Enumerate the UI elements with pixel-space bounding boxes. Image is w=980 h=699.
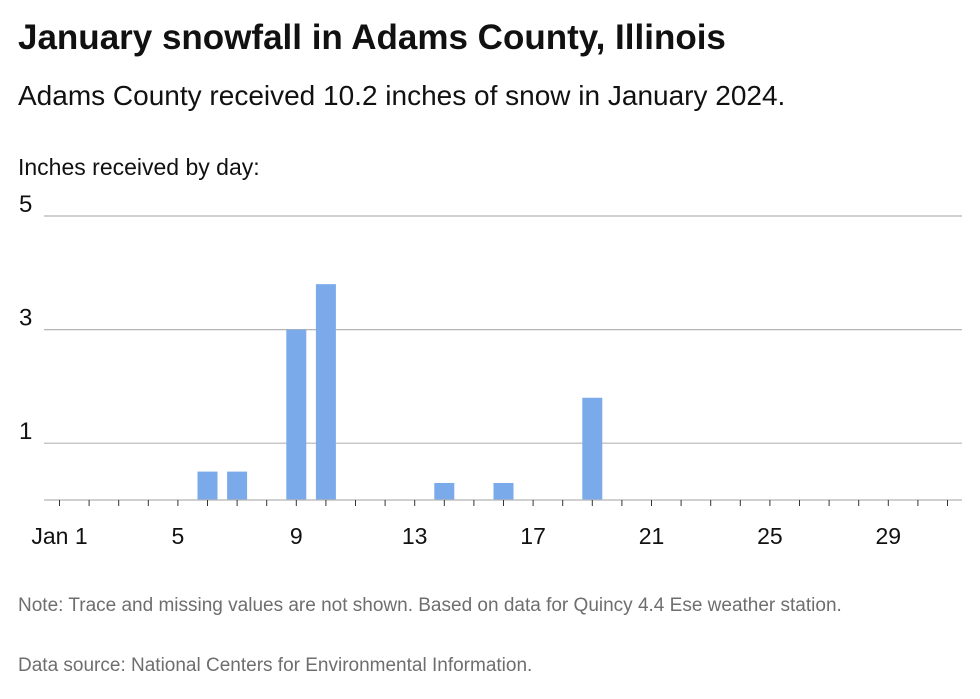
x-tick-label: 13 (402, 523, 428, 549)
grid-lines: 1 3 5 (19, 191, 962, 445)
y-tick-label: 5 (19, 191, 32, 218)
bar-day-14 (434, 482, 455, 500)
chart-note: Note: Trace and missing values are not s… (18, 595, 842, 616)
y-tick-label: 3 (19, 305, 32, 332)
x-tick-label: 17 (520, 523, 546, 549)
bar-day-6 (197, 471, 218, 500)
data-source: Data source: National Centers for Enviro… (18, 655, 533, 676)
x-tick-label: Jan 1 (31, 523, 87, 549)
x-tick-label: 9 (290, 523, 303, 549)
x-axis: Jan 1 5 9 13 17 21 25 29 (31, 499, 962, 549)
bar-day-19 (582, 397, 603, 500)
bar-day-16 (493, 482, 514, 500)
bars (197, 284, 603, 500)
y-tick-label: 1 (19, 418, 32, 445)
bar-day-9 (286, 329, 307, 500)
x-tick-label: 25 (757, 523, 783, 549)
x-tick-label: 5 (172, 523, 185, 549)
bar-day-10 (315, 284, 336, 500)
bar-day-7 (227, 471, 248, 500)
chart-title: January snowfall in Adams County, Illino… (18, 18, 726, 57)
x-tick-label: 29 (876, 523, 902, 549)
y-axis-label: Inches received by day: (18, 154, 260, 180)
snowfall-bar-chart: 135 Jan 1 5 9 13 17 21 25 29 (19, 191, 962, 549)
chart-subtitle: Adams County received 10.2 inches of sno… (18, 80, 786, 111)
x-tick-label: 21 (639, 523, 665, 549)
